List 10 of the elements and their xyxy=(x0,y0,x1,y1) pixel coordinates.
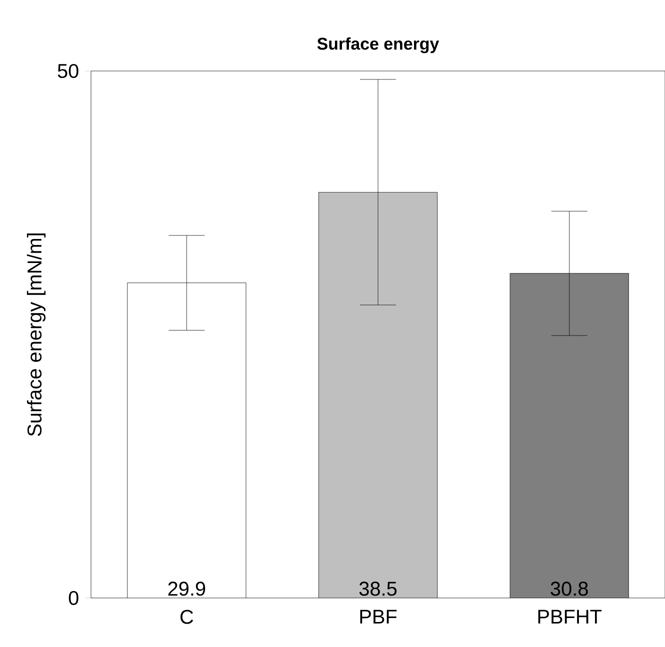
y-axis-title: Surface energy [mN/m] xyxy=(26,234,46,436)
data-label: 30.8 xyxy=(550,582,588,596)
x-tick-label: C xyxy=(180,610,194,624)
chart-title: Surface energy xyxy=(317,37,440,54)
x-tick-label: PBF xyxy=(360,610,397,624)
data-label: 38.5 xyxy=(359,582,397,596)
data-label: 29.9 xyxy=(168,582,206,596)
x-tick-label: PBFHT xyxy=(538,610,602,624)
y-tick-label: 0 xyxy=(68,590,78,606)
y-tick-label: 50 xyxy=(58,64,78,78)
